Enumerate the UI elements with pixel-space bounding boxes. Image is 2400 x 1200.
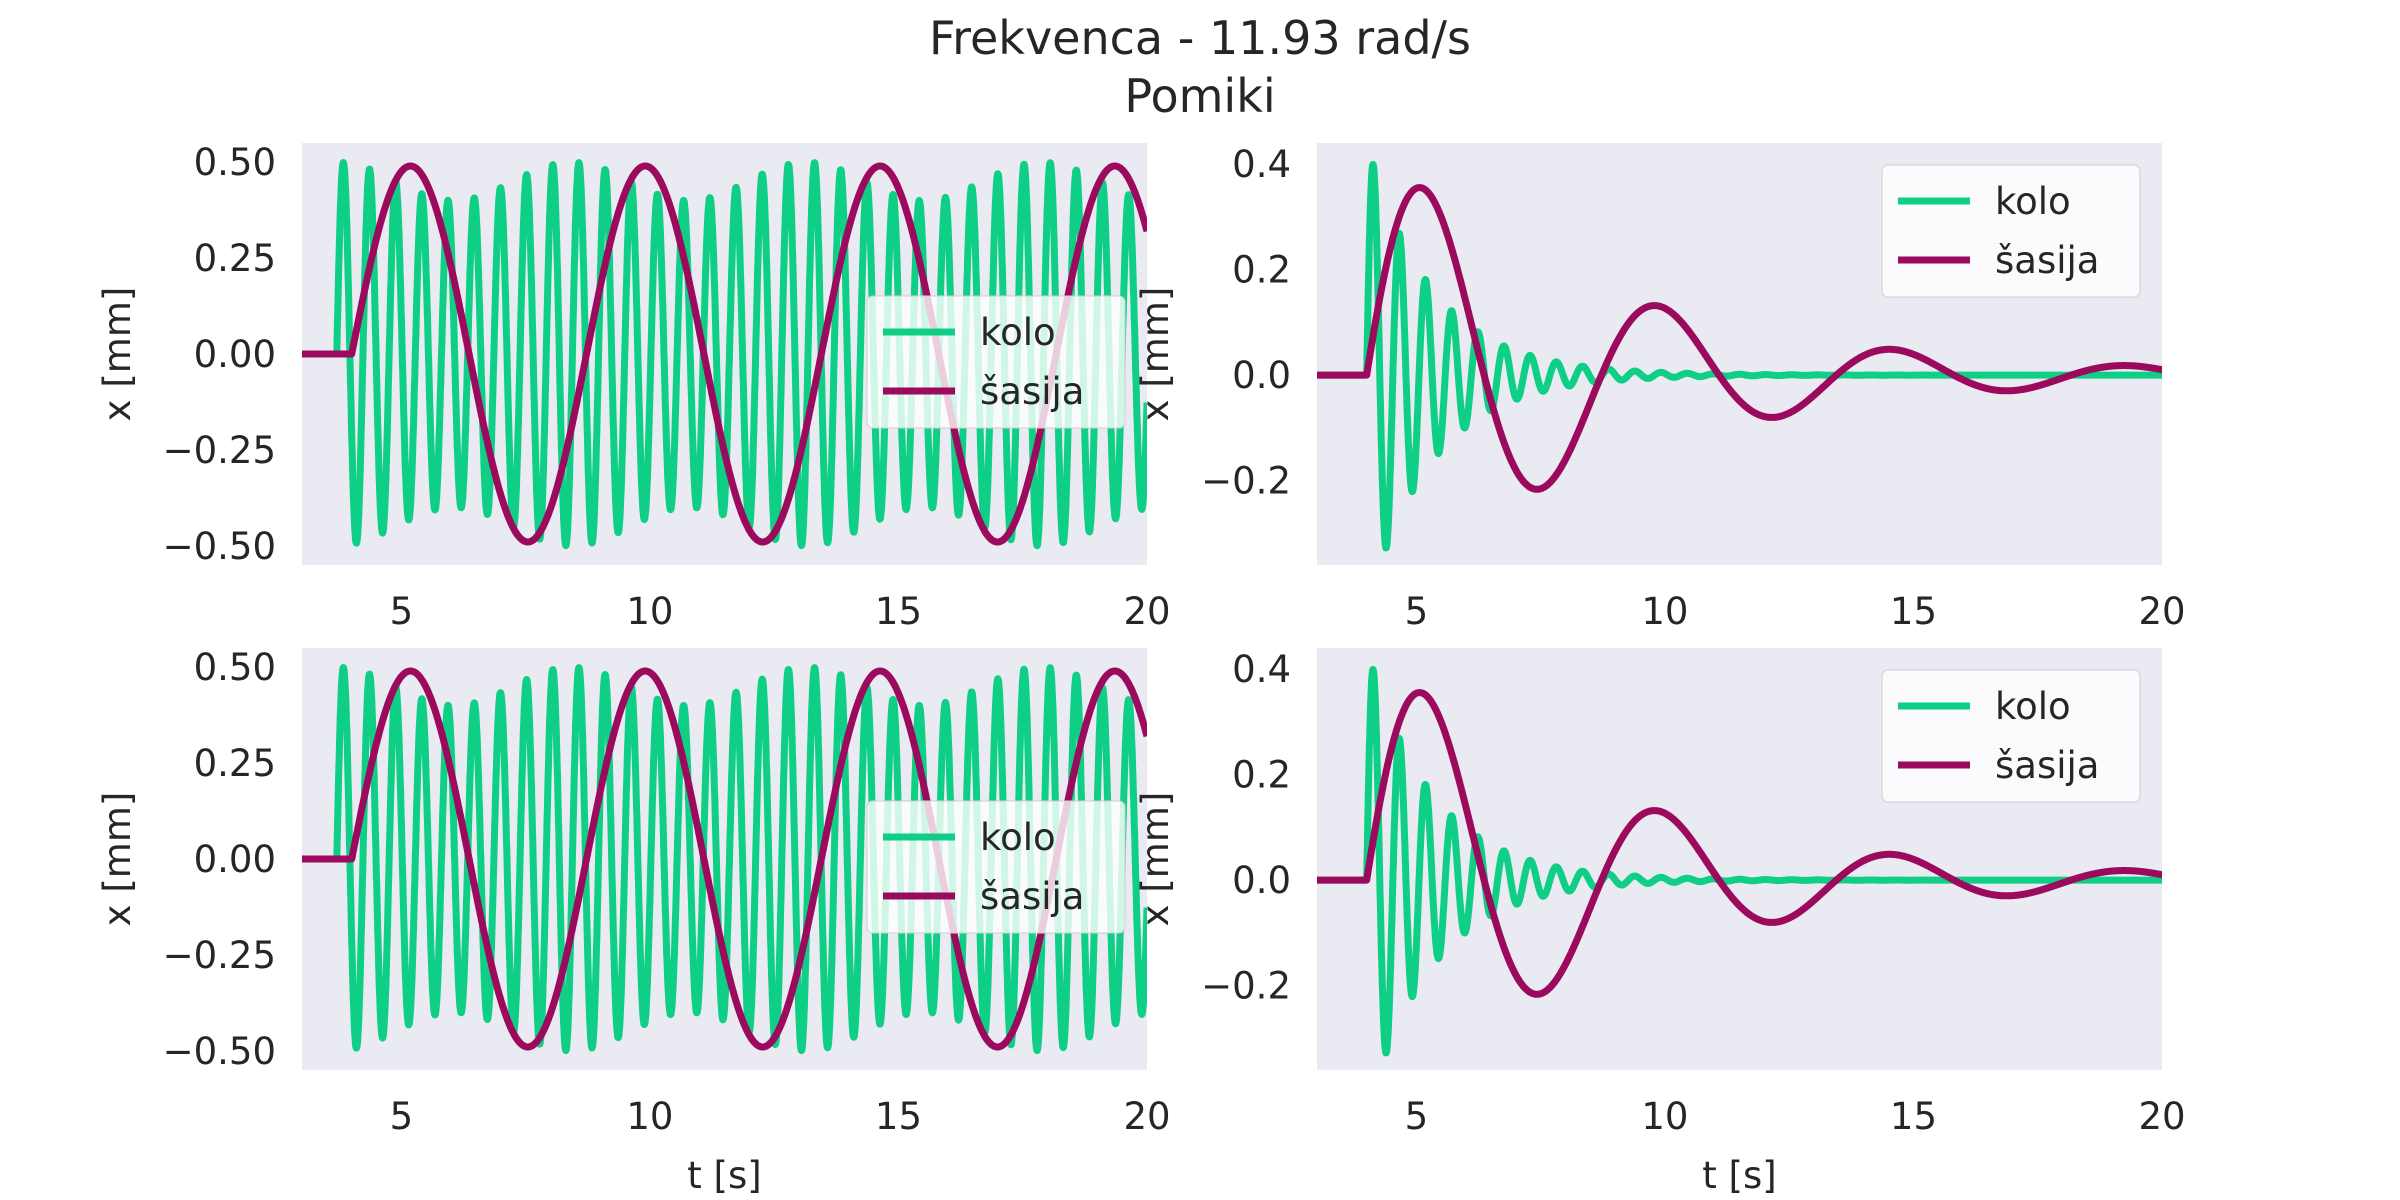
legend-label-kolo: kolo <box>1995 180 2071 223</box>
y-axis-label: x [mm] <box>96 287 139 422</box>
figure-title: Frekvenca - 11.93 rad/s <box>929 11 1471 65</box>
x-axis-label: t [s] <box>687 1154 761 1197</box>
y-tick-label: 0.25 <box>194 237 276 280</box>
legend-label-sasija: šasija <box>1995 744 2099 787</box>
x-tick-label: 5 <box>390 1095 414 1138</box>
legend-label-kolo: kolo <box>980 816 1056 859</box>
y-tick-label: 0.0 <box>1232 354 1291 397</box>
y-tick-label: −0.2 <box>1201 460 1291 503</box>
y-tick-label: 0.4 <box>1232 143 1291 186</box>
y-tick-label: 0.0 <box>1232 859 1291 902</box>
x-tick-label: 5 <box>1405 590 1429 633</box>
series-line-kolo <box>302 664 1147 1055</box>
legend-label-sasija: šasija <box>1995 239 2099 282</box>
subplot-bottom-right: 5 10 15 20 −0.2 0.0 0.2 0.4 x [mm] t [s] kolo šasij… <box>1134 648 2186 1197</box>
x-tick-label: 20 <box>2138 590 2185 633</box>
y-axis-label: x [mm] <box>96 792 139 927</box>
y-tick-label: 0.50 <box>194 646 276 689</box>
legend-label-kolo: kolo <box>980 311 1056 354</box>
y-tick-label: 0.00 <box>194 333 276 376</box>
legend-label-sasija: šasija <box>980 875 1084 918</box>
y-tick-label: 0.25 <box>194 742 276 785</box>
legend: kolo šasija <box>1881 164 2141 298</box>
y-axis-label: x [mm] <box>1134 792 1177 927</box>
subplot-bottom-left: 5 10 15 20 −0.50 −0.25 0.00 0.25 0.50 x [mm] t [s]… <box>96 646 1171 1197</box>
y-tick-label: 0.2 <box>1232 754 1291 797</box>
legend: kolo šasija <box>866 295 1126 429</box>
series-line-sasija <box>302 162 1147 546</box>
legend-label-sasija: šasija <box>980 370 1084 413</box>
x-tick-label: 10 <box>626 590 673 633</box>
y-tick-label: 0.2 <box>1232 249 1291 292</box>
x-tick-label: 15 <box>875 590 922 633</box>
series-line-sasija <box>1317 689 2162 998</box>
series-line-kolo <box>302 159 1147 550</box>
series-line-sasija <box>1317 184 2162 493</box>
figure-subtitle: Pomiki <box>1124 69 1275 123</box>
subplots-grid: 5 10 15 20−0.50−0.250.000.250.50x [mm] kološ… <box>96 141 2186 1197</box>
legend-label-kolo: kolo <box>1995 685 2071 728</box>
y-tick-label: 0.00 <box>194 838 276 881</box>
x-tick-label: 5 <box>1405 1095 1429 1138</box>
y-tick-label: −0.25 <box>163 934 276 977</box>
series-line-kolo <box>1317 666 2162 1057</box>
y-tick-label: −0.50 <box>163 1030 276 1073</box>
y-tick-label: −0.50 <box>163 525 276 568</box>
y-tick-label: −0.2 <box>1201 965 1291 1008</box>
series-line-kolo <box>1317 161 2162 552</box>
x-tick-label: 10 <box>626 1095 673 1138</box>
x-tick-label: 20 <box>1123 590 1170 633</box>
y-axis-label: x [mm] <box>1134 287 1177 422</box>
series-line-sasija <box>302 667 1147 1051</box>
x-tick-label: 10 <box>1641 590 1688 633</box>
x-tick-label: 20 <box>2138 1095 2185 1138</box>
x-axis-label: t [s] <box>1702 1154 1776 1197</box>
x-tick-label: 5 <box>390 590 414 633</box>
y-tick-label: −0.25 <box>163 429 276 472</box>
x-tick-label: 20 <box>1123 1095 1170 1138</box>
y-tick-label: 0.50 <box>194 141 276 184</box>
x-tick-label: 15 <box>1890 1095 1937 1138</box>
x-tick-label: 15 <box>875 1095 922 1138</box>
y-tick-label: 0.4 <box>1232 648 1291 691</box>
legend: kolo šasija <box>866 800 1126 934</box>
subplot-top-left: 5 10 15 20 −0.50 −0.25 0.00 0.25 0.50 x [mm] kolo š… <box>96 141 1171 633</box>
x-tick-label: 15 <box>1890 590 1937 633</box>
legend: kolo šasija <box>1881 669 2141 803</box>
subplot-top-right: 5 10 15 20 −0.2 0.0 0.2 0.4 x [mm] kolo šasija <box>1134 143 2186 633</box>
x-tick-label: 10 <box>1641 1095 1688 1138</box>
